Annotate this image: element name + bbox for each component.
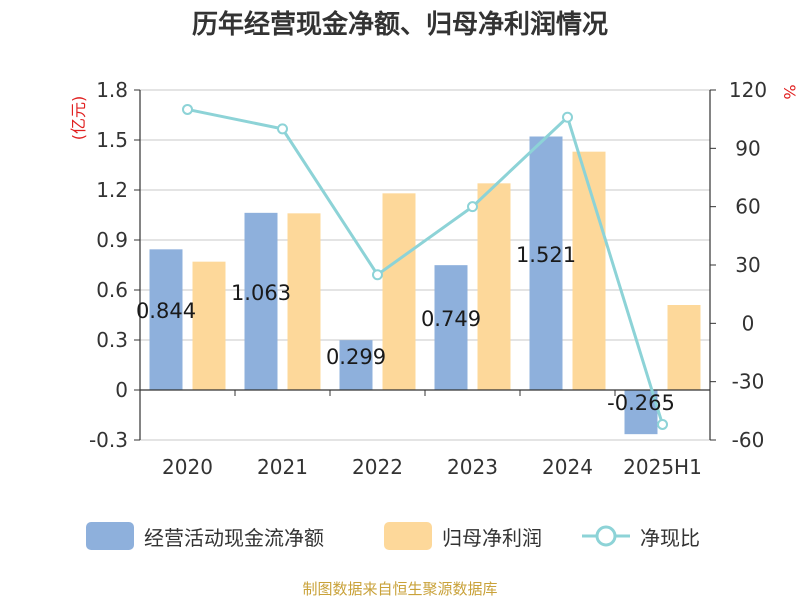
ratio-point [562, 111, 573, 123]
y-left-tick-label: 1.5 [96, 128, 128, 152]
y-left-tick-label: -0.3 [89, 428, 128, 452]
legend-item-ratio[interactable]: 净现比 [582, 516, 700, 556]
y-right-axis-label: % [780, 84, 799, 99]
bar-net-profit [667, 305, 701, 390]
y-left-axis-label: (亿元) [69, 96, 88, 141]
y-left-tick-label: 1.8 [96, 78, 128, 102]
legend-swatch-net-profit [384, 522, 432, 550]
y-left-tick-label: 0 [115, 378, 128, 402]
data-label-cashflow: 1.521 [516, 243, 576, 267]
legend-swatch-ratio [582, 525, 630, 547]
ratio-line [187, 107, 664, 425]
data-label-cashflow: -0.265 [607, 391, 675, 415]
legend-item-net-profit[interactable]: 归母净利润 [384, 516, 542, 556]
chart-title: 历年经营现金净额、归母净利润情况 [191, 10, 608, 40]
bar-cashflow [244, 212, 278, 390]
x-tick-label: 2021 [257, 455, 308, 479]
legend-label-ratio: 净现比 [640, 525, 700, 550]
y-right-tick-label: 120 [729, 78, 767, 102]
x-tick-label: 2025H1 [623, 455, 702, 479]
data-label-cashflow: 1.063 [231, 281, 291, 305]
chart-legend: 经营活动现金流净额 归母净利润 净现比 [0, 516, 800, 556]
data-label-cashflow: 0.299 [326, 345, 386, 369]
data-label-cashflow: 0.844 [136, 299, 196, 323]
y-left-tick-label: 0.3 [96, 328, 128, 352]
bar-cashflow [149, 249, 183, 390]
bar-cashflow [624, 390, 658, 435]
bar-cashflow [434, 265, 468, 390]
ratio-point [657, 418, 668, 430]
ratio-point [182, 103, 193, 115]
legend-label-cashflow: 经营活动现金流净额 [144, 525, 324, 550]
legend-label-net-profit: 归母净利润 [442, 525, 542, 550]
source-note: 制图数据来自恒生聚源数据库 [302, 580, 498, 598]
y-right-tick-label: -60 [732, 428, 765, 452]
bar-cashflow [339, 340, 373, 390]
bar-net-profit [192, 261, 226, 390]
y-right-tick-label: 30 [735, 253, 760, 277]
ratio-point [467, 201, 478, 213]
x-tick-label: 2024 [542, 455, 593, 479]
y-left-tick-label: 1.2 [96, 178, 128, 202]
ratio-point [372, 269, 383, 281]
y-left-tick-label: 0.9 [96, 228, 128, 252]
legend-swatch-cashflow [86, 522, 134, 550]
y-right-tick-label: -30 [732, 370, 765, 394]
bar-net-profit [287, 213, 321, 390]
x-tick-label: 2020 [162, 455, 213, 479]
bar-cashflow [529, 136, 563, 390]
bar-net-profit [382, 193, 416, 390]
y-left-tick-label: 0.6 [96, 278, 128, 302]
x-tick-label: 2022 [352, 455, 403, 479]
ratio-point [277, 123, 288, 135]
y-right-tick-label: 60 [735, 195, 760, 219]
y-right-tick-label: 90 [735, 136, 760, 160]
bar-net-profit [477, 183, 511, 390]
y-right-tick-label: 0 [742, 311, 755, 335]
legend-item-cashflow[interactable]: 经营活动现金流净额 [86, 516, 324, 556]
data-label-cashflow: 0.749 [421, 307, 481, 331]
x-tick-label: 2023 [447, 455, 498, 479]
